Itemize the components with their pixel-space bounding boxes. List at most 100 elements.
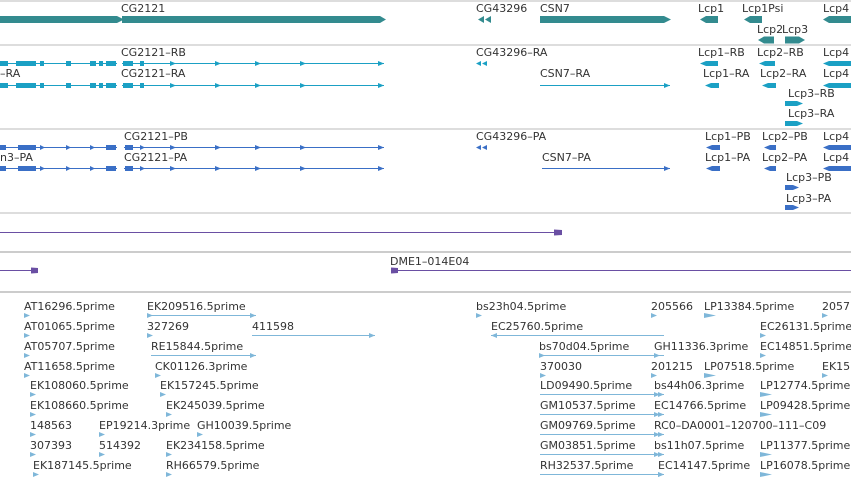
est-EK108660[interactable]: EK108660.5prime — [30, 399, 129, 417]
svg-text:EK15: EK15 — [822, 360, 850, 373]
svg-text:LP12774.5prime: LP12774.5prime — [760, 379, 851, 392]
svg-text:AT01065.5prime: AT01065.5prime — [24, 320, 115, 333]
gene-Lcp1Psi[interactable]: Lcp1Psi — [742, 2, 783, 23]
est-LP13384[interactable]: LP13384.5prime — [704, 300, 795, 318]
mrna-Lcp1-RB[interactable]: Lcp1–RB — [698, 46, 745, 66]
gene-Lcp4[interactable]: Lcp4 — [823, 2, 851, 23]
gene-Lcp1[interactable]: Lcp1 — [698, 2, 724, 23]
gene-CG2121[interactable]: CG2121 — [0, 2, 386, 23]
est-bs23h04[interactable]: bs23h04.5prime — [476, 300, 566, 318]
clone-DME1-014E04[interactable]: DME1–014E04 — [390, 255, 851, 274]
gene-Lcp3[interactable]: Lcp3 — [782, 23, 808, 44]
mrna-label: Lcp3–RB — [788, 87, 835, 100]
mrna-Lcp4-b[interactable]: Lcp4 — [823, 67, 851, 88]
est-RH66579[interactable]: RH66579.5prime — [166, 459, 260, 477]
svg-text:514392: 514392 — [99, 439, 141, 452]
cds-CSN7-PA[interactable]: CSN7–PA — [542, 151, 670, 171]
gene-CSN7[interactable]: CSN7 — [540, 2, 671, 23]
mrna-CG2121-RB[interactable]: CG2121–RB — [121, 46, 384, 66]
cds-Lcp1-PB[interactable]: Lcp1–PB — [705, 130, 751, 150]
cds-Lcp3-PA[interactable]: Lcp3–PA — [785, 192, 832, 210]
est-LP12774[interactable]: LP12774.5prime — [760, 379, 851, 397]
cds-Lcp3-PB[interactable]: Lcp3–PB — [785, 171, 832, 190]
cds-Lcp2-PB[interactable]: Lcp2–PB — [762, 130, 808, 150]
est-307393[interactable]: 307393 — [30, 439, 72, 457]
est-LP16078[interactable]: LP16078.5prime — [760, 459, 851, 477]
est-EK209516[interactable]: EK209516.5prime — [147, 300, 256, 318]
gene-CG43296[interactable]: CG43296 — [476, 2, 527, 23]
mrna-Lcp2-RB[interactable]: Lcp2–RB — [757, 46, 804, 66]
est-EK187145[interactable]: EK187145.5prime — [33, 459, 132, 477]
cds-left-2[interactable]: n3–PA — [0, 151, 117, 171]
est-GM10537[interactable]: GM10537.5prime — [540, 399, 664, 417]
svg-text:EK108060.5prime: EK108060.5prime — [30, 379, 129, 392]
est-2057[interactable]: 2057 — [822, 300, 850, 318]
clone-feature-1[interactable] — [0, 229, 562, 236]
est-LD09490[interactable]: LD09490.5prime — [540, 379, 664, 397]
est-201215[interactable]: 201215 — [651, 360, 693, 378]
est-RC0-DA0001[interactable]: RC0–DA0001–120700–111–C09 — [654, 419, 826, 437]
est-LP09428[interactable]: LP09428.5prime — [760, 399, 851, 417]
est-AT11658[interactable]: AT11658.5prime — [24, 360, 115, 378]
mrna-track: –RA CG2121–RB — [0, 46, 851, 130]
mrna-Lcp3-RB[interactable]: Lcp3–RB — [785, 87, 835, 106]
cds-Lcp2-PA[interactable]: Lcp2–PA — [762, 151, 808, 171]
est-CK01126[interactable]: CK01126.3prime — [155, 360, 248, 378]
est-EC14851[interactable]: EC14851.5prime — [760, 340, 851, 358]
cds-Lcp1-PA[interactable]: Lcp1–PA — [705, 151, 751, 171]
est-EC26131[interactable]: EC26131.5prime — [760, 320, 851, 338]
est-LP07518[interactable]: LP07518.5prime — [704, 360, 795, 378]
svg-text:EK234158.5prime: EK234158.5prime — [166, 439, 265, 452]
clone-label: DME1–014E04 — [390, 255, 469, 268]
est-EC25760[interactable]: EC25760.5prime — [491, 320, 664, 338]
est-AT01065[interactable]: AT01065.5prime — [24, 320, 115, 338]
gene-Lcp2[interactable]: Lcp2 — [757, 23, 783, 44]
est-EP19214[interactable]: EP19214.3prime — [99, 419, 190, 437]
est-bs11h07[interactable]: bs11h07.5prime — [654, 439, 744, 457]
mrna-CG43296-RA[interactable]: CG43296–RA — [476, 46, 548, 66]
est-205566[interactable]: 205566 — [651, 300, 693, 318]
est-EK15[interactable]: EK15 — [822, 360, 850, 378]
cds-CG2121-PB[interactable]: CG2121–PB — [124, 130, 384, 150]
mrna-Lcp2-RA[interactable]: Lcp2–RA — [760, 67, 807, 88]
clone-feature-2[interactable] — [0, 267, 38, 274]
est-411598[interactable]: 411598 — [252, 320, 375, 338]
est-GM03851[interactable]: GM03851.5prime — [540, 439, 664, 457]
cds-Lcp4-b[interactable]: Lcp4 — [823, 151, 851, 171]
est-GH11336[interactable]: GH11336.3prime — [654, 340, 749, 358]
mrna-CG2121-RA[interactable]: CG2121–RA — [121, 67, 384, 88]
est-EK245039[interactable]: EK245039.5prime — [166, 399, 265, 417]
est-LP11377[interactable]: LP11377.5prime — [760, 439, 851, 457]
est-AT16296[interactable]: AT16296.5prime — [24, 300, 115, 318]
cds-Lcp4-a[interactable]: Lcp4 — [823, 130, 851, 150]
est-RE15844[interactable]: RE15844.5prime — [151, 340, 256, 358]
est-EK157245[interactable]: EK157245.5prime — [160, 379, 259, 397]
cds-CG43296-PA[interactable]: CG43296–PA — [476, 130, 547, 150]
svg-text:LP11377.5prime: LP11377.5prime — [760, 439, 851, 452]
est-514392[interactable]: 514392 — [99, 439, 141, 457]
est-EC14147[interactable]: EC14147.5prime — [658, 459, 750, 477]
est-EK108060[interactable]: EK108060.5prime — [30, 379, 129, 397]
est-370030[interactable]: 370030 — [540, 360, 582, 378]
est-EC14766[interactable]: EC14766.5prime — [654, 399, 746, 417]
cds-CG2121-PA[interactable]: CG2121–PA — [124, 151, 384, 171]
est-bs70d04[interactable]: bs70d04.5prime — [539, 340, 664, 358]
cds-left-1[interactable] — [0, 145, 117, 150]
est-AT05707[interactable]: AT05707.5prime — [24, 340, 115, 358]
mrna-Lcp3-RA[interactable]: Lcp3–RA — [785, 107, 835, 126]
mrna-left-1[interactable]: –RA — [0, 61, 117, 80]
svg-text:205566: 205566 — [651, 300, 693, 313]
mrna-Lcp4-a[interactable]: Lcp4 — [823, 46, 851, 66]
est-327269[interactable]: 327269 — [147, 320, 189, 338]
est-bs44h06[interactable]: bs44h06.3prime — [654, 379, 744, 397]
svg-text:GH11336.3prime: GH11336.3prime — [654, 340, 749, 353]
est-GH10039[interactable]: GH10039.5prime — [197, 419, 292, 437]
est-148563[interactable]: 148563 — [30, 419, 72, 437]
est-GM09769[interactable]: GM09769.5prime — [540, 419, 664, 437]
est-EK234158[interactable]: EK234158.5prime — [166, 439, 265, 457]
mrna-label: Lcp2–RA — [760, 67, 807, 80]
mrna-CSN7-RA[interactable]: CSN7–RA — [540, 67, 670, 88]
mrna-Lcp1-RA[interactable]: Lcp1–RA — [703, 67, 750, 88]
est-RH32537[interactable]: RH32537.5prime — [540, 459, 664, 477]
mrna-left-2[interactable] — [0, 83, 117, 88]
